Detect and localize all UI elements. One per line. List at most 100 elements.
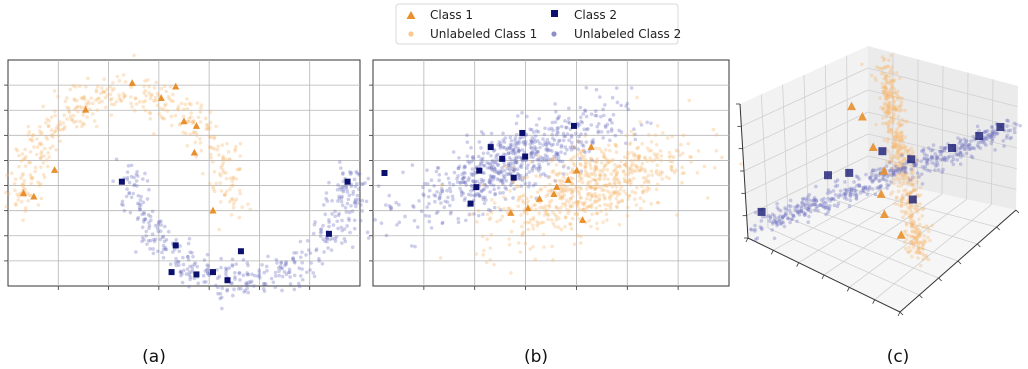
unlabeled-point — [490, 168, 495, 172]
unlabeled-point — [575, 153, 580, 157]
unlabeled-point — [826, 210, 830, 215]
unlabeled-point — [490, 160, 495, 164]
unlabeled-point — [421, 192, 425, 197]
unlabeled-point — [894, 174, 899, 178]
unlabeled-point — [956, 152, 961, 157]
unlabeled-point — [222, 193, 227, 197]
unlabeled-point — [176, 104, 181, 109]
unlabeled-point — [879, 184, 883, 188]
unlabeled-point — [908, 208, 913, 212]
unlabeled-point — [489, 131, 494, 136]
unlabeled-point — [959, 145, 964, 150]
unlabeled-point — [173, 260, 178, 265]
unlabeled-point — [906, 192, 911, 197]
unlabeled-point — [338, 186, 342, 190]
unlabeled-point — [986, 132, 991, 137]
unlabeled-point — [503, 197, 508, 201]
unlabeled-point — [472, 193, 477, 198]
unlabeled-point — [888, 80, 892, 85]
unlabeled-point — [890, 121, 895, 126]
unlabeled-point — [189, 115, 193, 119]
unlabeled-point — [900, 196, 905, 201]
unlabeled-point — [533, 182, 538, 186]
unlabeled-point — [422, 193, 426, 198]
unlabeled-point — [623, 141, 628, 146]
unlabeled-point — [554, 205, 559, 209]
unlabeled-point — [217, 274, 222, 279]
unlabeled-point — [554, 218, 559, 222]
unlabeled-point — [327, 224, 331, 229]
unlabeled-point — [897, 147, 902, 152]
unlabeled-point — [568, 145, 573, 150]
unlabeled-point — [528, 127, 533, 132]
unlabeled-point — [452, 170, 457, 175]
unlabeled-point — [920, 214, 925, 218]
unlabeled-point — [563, 201, 568, 206]
unlabeled-point — [640, 190, 645, 195]
unlabeled-point — [23, 187, 28, 192]
unlabeled-point — [870, 173, 874, 178]
unlabeled-point — [551, 258, 555, 262]
unlabeled-point — [502, 140, 507, 144]
unlabeled-point — [39, 151, 43, 156]
unlabeled-point — [425, 182, 430, 186]
unlabeled-point — [417, 199, 421, 203]
unlabeled-point — [352, 226, 357, 231]
unlabeled-point — [886, 109, 890, 113]
unlabeled-point — [935, 156, 939, 161]
unlabeled-point — [314, 247, 319, 251]
unlabeled-point — [914, 235, 919, 240]
unlabeled-point — [440, 189, 445, 194]
unlabeled-point — [608, 117, 612, 122]
unlabeled-point — [530, 159, 535, 164]
class1-point — [50, 166, 59, 173]
unlabeled-point — [889, 128, 894, 132]
unlabeled-point — [897, 124, 902, 128]
unlabeled-point — [906, 148, 911, 152]
unlabeled-point — [909, 214, 913, 219]
unlabeled-point — [17, 153, 21, 158]
unlabeled-point — [339, 199, 344, 204]
unlabeled-point — [194, 154, 199, 159]
unlabeled-point — [467, 161, 472, 165]
unlabeled-point — [895, 135, 899, 139]
unlabeled-point — [516, 173, 521, 177]
unlabeled-point — [487, 161, 491, 166]
unlabeled-point — [626, 172, 631, 177]
unlabeled-point — [611, 112, 616, 117]
unlabeled-point — [567, 188, 571, 192]
panel-a-caption: (a) — [142, 347, 166, 367]
unlabeled-point — [496, 152, 500, 157]
unlabeled-point — [26, 132, 31, 137]
unlabeled-point — [218, 200, 223, 204]
unlabeled-point — [587, 160, 592, 164]
unlabeled-point — [555, 152, 560, 157]
unlabeled-point — [895, 127, 899, 131]
unlabeled-point — [39, 165, 43, 170]
unlabeled-point — [881, 174, 886, 178]
unlabeled-point — [352, 177, 357, 182]
unlabeled-point — [922, 240, 926, 244]
unlabeled-point — [901, 173, 906, 178]
unlabeled-point — [591, 172, 595, 176]
unlabeled-point — [633, 163, 638, 168]
unlabeled-point — [148, 96, 153, 101]
unlabeled-point — [720, 155, 724, 160]
unlabeled-point — [977, 128, 981, 133]
unlabeled-point — [205, 267, 210, 271]
unlabeled-point — [467, 176, 471, 180]
unlabeled-point — [500, 180, 505, 185]
unlabeled-point — [772, 214, 777, 218]
unlabeled-point — [821, 200, 826, 204]
unlabeled-point — [939, 145, 943, 150]
unlabeled-point — [628, 178, 632, 183]
unlabeled-point — [583, 134, 587, 138]
unlabeled-point — [660, 177, 665, 181]
unlabeled-point — [892, 98, 896, 103]
unlabeled-point — [906, 205, 911, 210]
unlabeled-point — [479, 161, 483, 165]
unlabeled-point — [583, 166, 588, 171]
unlabeled-point — [878, 96, 882, 100]
unlabeled-point — [204, 280, 208, 284]
unlabeled-point — [986, 135, 990, 140]
